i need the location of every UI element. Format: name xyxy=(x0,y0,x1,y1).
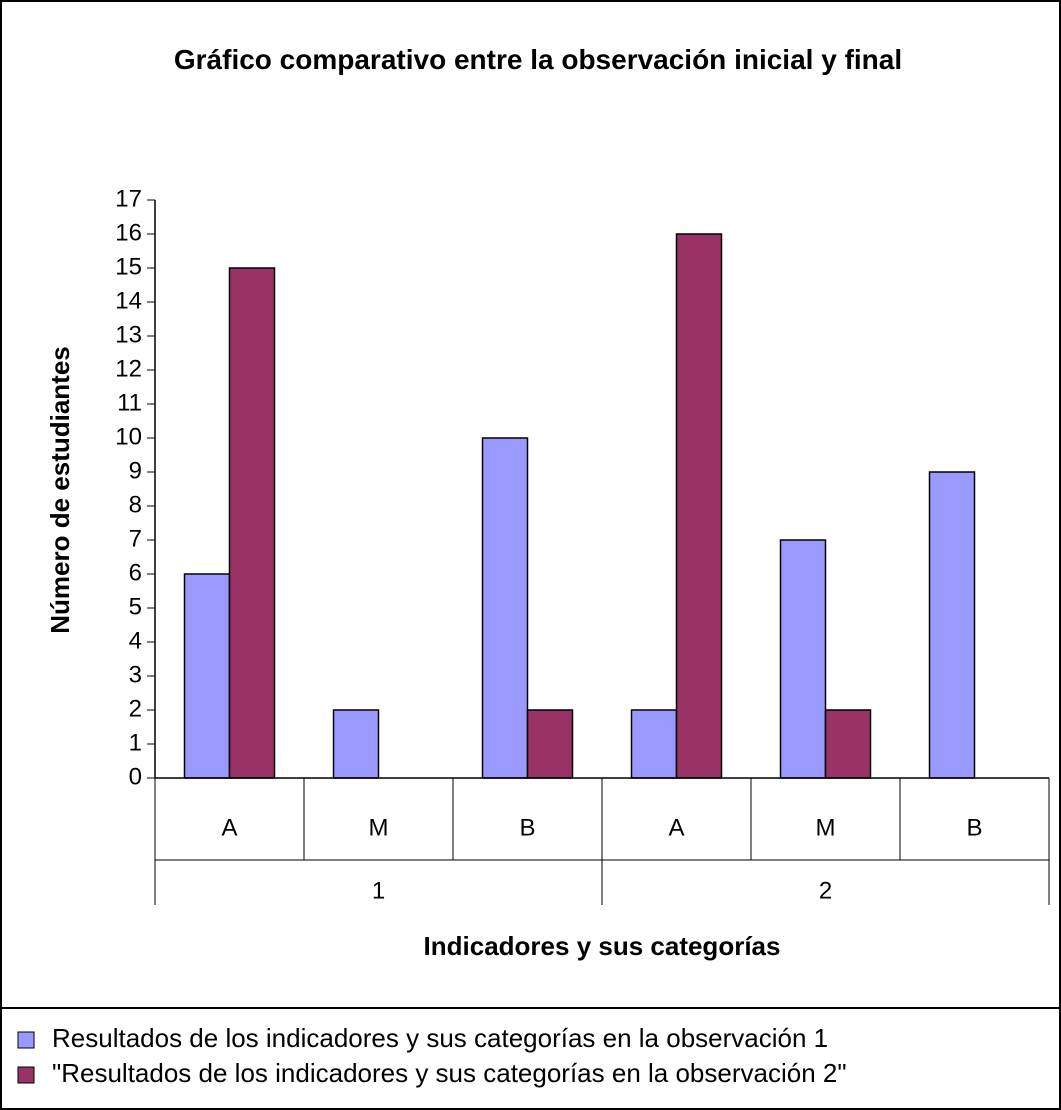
bar xyxy=(183,573,231,779)
y-tick-label: 16 xyxy=(115,219,142,246)
y-tick-label: 0 xyxy=(129,763,142,790)
bar xyxy=(481,437,529,779)
legend-swatch xyxy=(17,1066,35,1084)
y-axis-label: Número de estudiantes xyxy=(45,346,75,634)
y-tick-label: 4 xyxy=(129,627,142,654)
y-tick-label: 17 xyxy=(115,185,142,212)
y-tick-label: 3 xyxy=(129,661,142,688)
x-tick-label: M xyxy=(816,814,836,841)
x-tick-label: M xyxy=(369,814,389,841)
y-tick-label: 9 xyxy=(129,457,142,484)
bar xyxy=(824,709,872,779)
bar xyxy=(526,709,574,779)
bar xyxy=(630,709,678,779)
x-axis-label: Indicadores y sus categorías xyxy=(424,931,781,961)
y-tick-label: 6 xyxy=(129,559,142,586)
y-tick-label: 10 xyxy=(115,423,142,450)
y-tick-label: 12 xyxy=(115,355,142,382)
y-tick-label: 15 xyxy=(115,253,142,280)
bar xyxy=(928,471,976,779)
x-tick-label: B xyxy=(519,814,535,841)
group-label: 2 xyxy=(819,877,832,904)
group-label: 1 xyxy=(372,877,385,904)
legend-box xyxy=(0,1007,1061,1110)
legend-label: "Resultados de los indicadores y sus cat… xyxy=(52,1058,847,1088)
chart-title: Gráfico comparativo entre la observación… xyxy=(173,44,903,75)
bar xyxy=(228,267,276,779)
y-tick-label: 11 xyxy=(117,389,142,416)
y-tick-label: 14 xyxy=(115,287,142,314)
y-tick-label: 8 xyxy=(129,491,142,518)
legend-label: Resultados de los indicadores y sus cate… xyxy=(52,1023,828,1053)
bar xyxy=(332,709,380,779)
bar xyxy=(675,233,723,779)
bar xyxy=(779,539,827,779)
x-tick-label: A xyxy=(221,814,237,841)
y-tick-label: 1 xyxy=(129,729,142,756)
x-tick-label: B xyxy=(966,814,982,841)
y-tick-label: 5 xyxy=(129,593,142,620)
legend-swatch xyxy=(17,1031,35,1049)
x-tick-label: A xyxy=(668,814,684,841)
y-tick-label: 7 xyxy=(129,525,142,552)
y-tick-label: 2 xyxy=(129,695,142,722)
y-tick-label: 13 xyxy=(115,321,142,348)
